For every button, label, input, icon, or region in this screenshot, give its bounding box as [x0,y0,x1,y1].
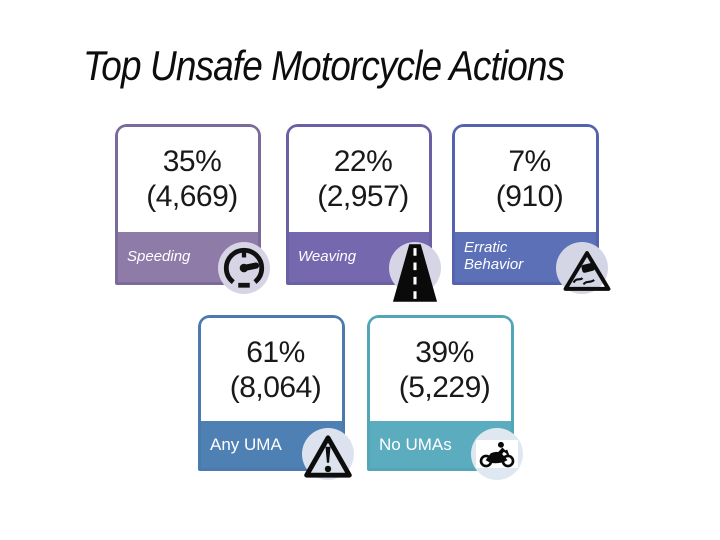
card-footer: Erratic Behavior [455,232,596,282]
card-body: 22% (2,957) [289,127,429,232]
card-body: 7% (910) [455,127,596,232]
stat-values: 39% (5,229) [370,318,511,405]
stat-card-erratic-behavior: 7% (910) Erratic Behavior [452,124,611,294]
motorcycle-icon [471,428,523,480]
card-body: 61% (8,064) [201,318,342,421]
card-body: 39% (5,229) [370,318,511,421]
card-footer: Any UMA [201,421,342,468]
card-label: Erratic Behavior [464,239,524,273]
stat-percent: 35% [162,145,222,178]
page-title: Top Unsafe Motorcycle Actions [83,42,565,89]
stat-percent: 22% [333,145,393,178]
stat-count: (8,064) [229,371,322,404]
card-label: Speeding [127,247,191,265]
stat-count: (4,669) [146,180,238,213]
stat-values: 7% (910) [455,127,596,214]
stat-card-speeding: 35% (4,669) Speeding [115,124,270,294]
slippery-road-icon [556,242,611,294]
stat-percent: 39% [415,336,474,369]
card-label: No UMAs [379,434,452,454]
motorcycle-icon-plate [476,440,518,468]
card-footer: Speeding [118,232,258,282]
stat-values: 61% (8,064) [201,318,342,405]
stat-card-any-uma: 61% (8,064) Any UMA [198,315,354,480]
stat-values: 22% (2,957) [289,127,429,214]
card-footer: Weaving [289,232,429,282]
card-label: Any UMA [210,434,282,454]
stat-count: (2,957) [317,180,409,213]
stat-count: (910) [495,180,564,213]
card-label: Weaving [298,247,357,265]
card-body: 35% (4,669) [118,127,258,232]
stat-count: (5,229) [398,371,491,404]
road-icon [389,242,441,302]
stat-card-weaving: 22% (2,957) Weaving [286,124,441,302]
stat-percent: 7% [508,145,551,178]
stat-percent: 61% [246,336,305,369]
card-footer: No UMAs [370,421,511,468]
stat-card-no-umas: 39% (5,229) No UMAs [367,315,523,480]
stat-values: 35% (4,669) [118,127,258,214]
warning-icon [302,428,354,480]
speedometer-icon [218,242,270,294]
